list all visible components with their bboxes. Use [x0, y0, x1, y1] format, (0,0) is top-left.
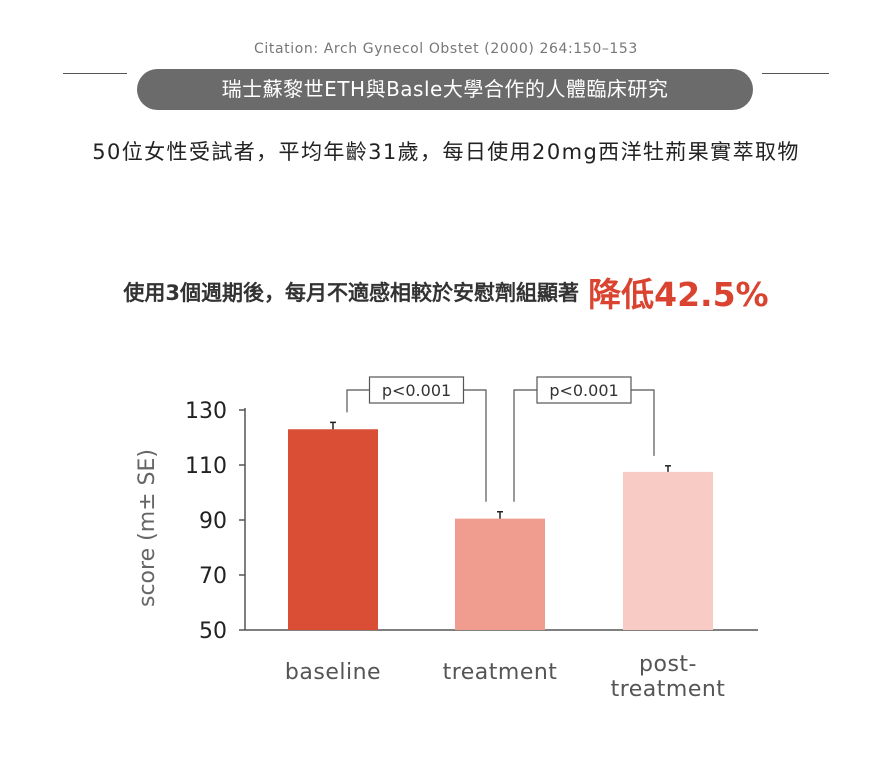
x-category-label: baseline: [285, 660, 381, 685]
y-tick-label: 70: [199, 564, 227, 589]
y-tick-label: 130: [185, 399, 227, 424]
y-tick-label: 50: [199, 619, 227, 644]
bar-2: [623, 471, 713, 630]
study-title-pill: 瑞士蘇黎世ETH與Basle大學合作的人體臨床研究: [137, 69, 753, 110]
significance-label: p<0.001: [549, 381, 618, 400]
title-left-rule: [63, 73, 127, 74]
y-tick-label: 110: [185, 454, 227, 479]
x-category-label: treatment: [443, 660, 558, 685]
study-subtitle: 50位女性受試者，平均年齡31歲，每日使用20mg西洋牡荊果實萃取物: [92, 140, 800, 164]
significance-box-0: [368, 376, 465, 404]
bar-0: [288, 429, 378, 630]
significance-label: p<0.001: [382, 381, 451, 400]
title-right-rule: [762, 73, 829, 74]
bar-1: [455, 518, 545, 630]
significance-box-1: [536, 376, 632, 404]
y-axis-title: score (m± SE): [135, 449, 160, 607]
result-headline: 使用3個週期後，每月不適感相較於安慰劑組顯著 降低42.5%: [0, 268, 892, 316]
headline-emphasis: 降低42.5%: [588, 275, 769, 314]
headline-lead: 使用3個週期後，每月不適感相較於安慰劑組顯著: [123, 281, 580, 305]
x-category-label: post-treatment: [611, 652, 726, 702]
citation: Citation: Arch Gynecol Obstet (2000) 264…: [254, 41, 638, 57]
y-tick-label: 90: [199, 509, 227, 534]
